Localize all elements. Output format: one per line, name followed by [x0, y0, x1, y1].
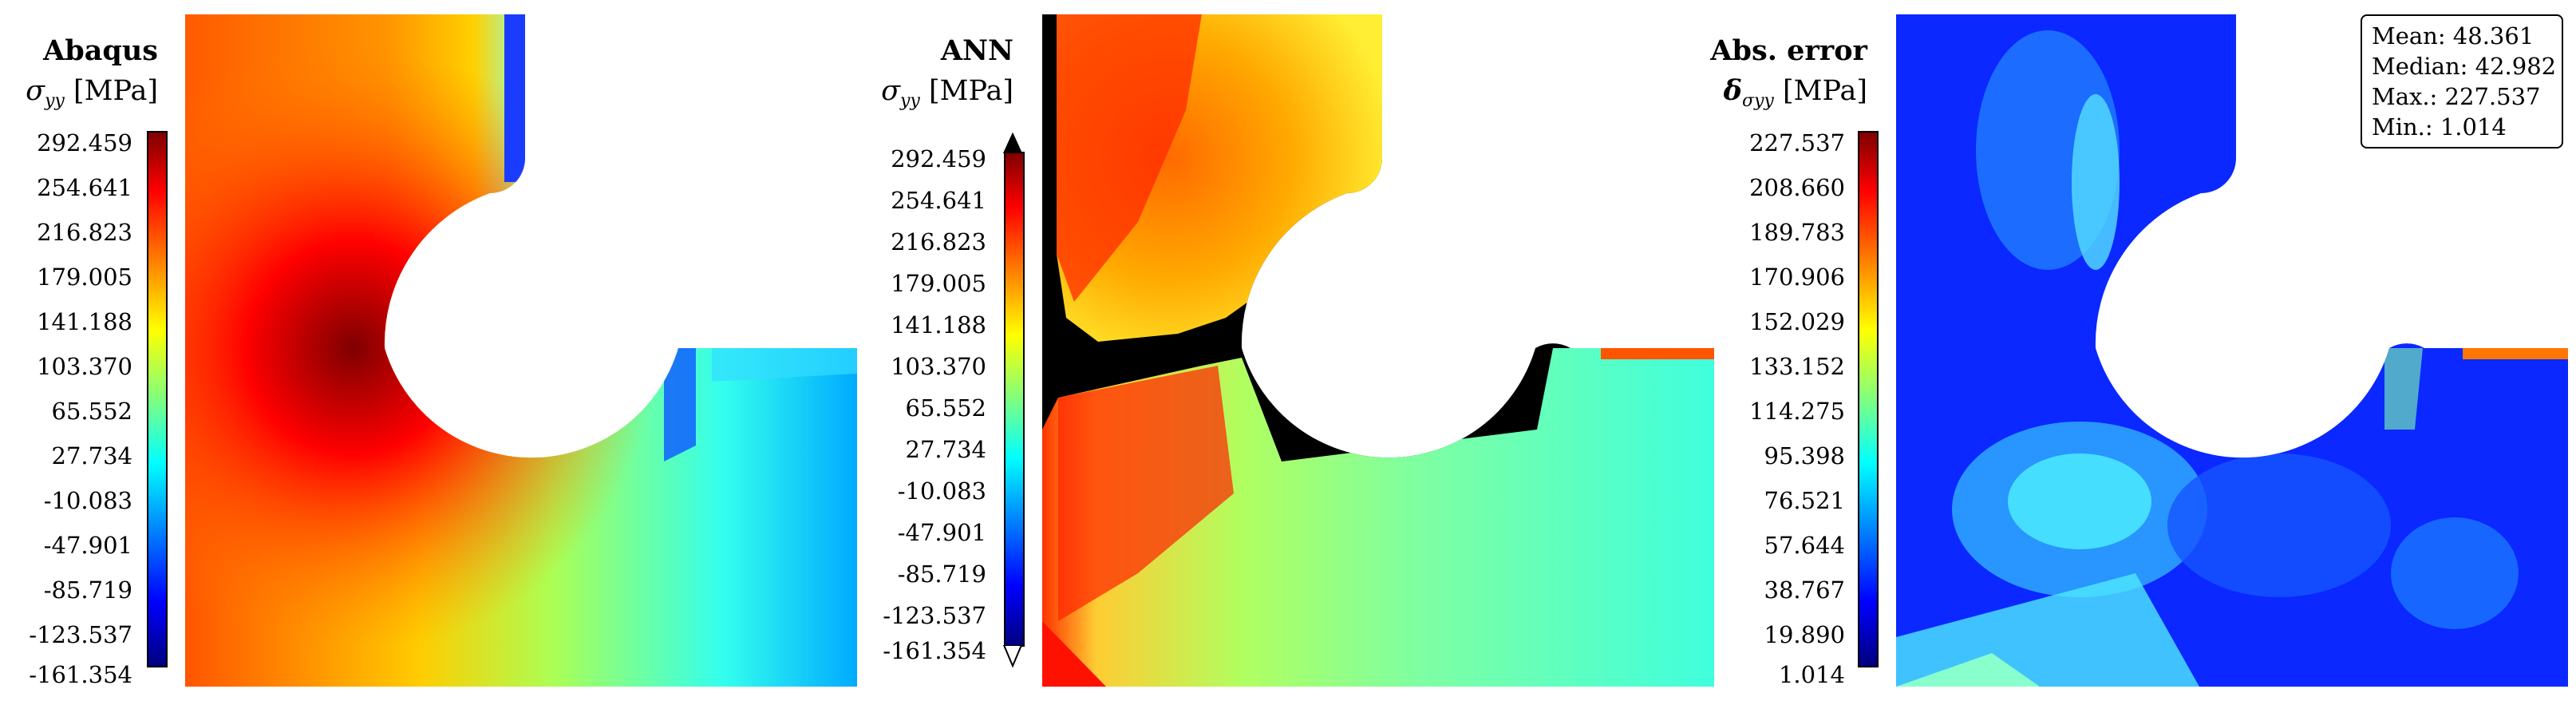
colorbar — [1858, 131, 1879, 667]
stat-mean: Mean: 48.361 — [2372, 22, 2535, 50]
colorbar-label: σyy [MPa] — [862, 73, 1013, 119]
tick-label: 292.459 — [891, 145, 986, 172]
tick-label: 170.906 — [1749, 263, 1845, 291]
tick-label: 103.370 — [37, 353, 132, 380]
tick-label: 76.521 — [1764, 487, 1845, 514]
colorbar-label: σyy [MPa] — [0, 73, 158, 119]
tick-label: 179.005 — [37, 263, 132, 291]
tick-label: -85.719 — [43, 576, 132, 604]
stress-field-plot — [1042, 14, 1714, 687]
unit-label: [MPa] — [929, 75, 1013, 107]
subscript: yy — [900, 91, 920, 111]
error-field-plot — [1896, 14, 2568, 687]
tick-label: 152.029 — [1749, 308, 1845, 335]
tick-label: 254.641 — [37, 174, 132, 201]
tick-label: -123.537 — [883, 602, 986, 629]
tick-label: 65.552 — [51, 398, 132, 425]
tick-label: 133.152 — [1749, 353, 1845, 380]
colorbar-extension-bottom — [1002, 645, 1023, 668]
subscript: yy — [45, 91, 65, 111]
unit-label: [MPa] — [1783, 75, 1867, 107]
panel-ann: ANN σyy [MPa] 292.459 254.641 216.823 17… — [862, 0, 1724, 701]
subscript: σyy — [1741, 91, 1774, 111]
panel-title: ANN — [940, 34, 1013, 67]
panel-abaqus: Abaqus σyy [MPa] 292.459 254.641 216.823… — [0, 0, 862, 701]
tick-label: 179.005 — [891, 270, 986, 297]
tick-label: 216.823 — [37, 219, 132, 246]
tick-label: 227.537 — [1749, 129, 1845, 156]
tick-label: -10.083 — [897, 477, 986, 505]
colorbar — [1004, 152, 1025, 647]
tick-label: -85.719 — [897, 560, 986, 588]
tick-label: -161.354 — [883, 637, 986, 664]
stat-min: Min.: 1.014 — [2372, 113, 2507, 141]
tick-label: 103.370 — [891, 353, 986, 380]
delta-symbol: δ — [1723, 74, 1742, 107]
panel-abs-error: Abs. error δσyy [MPa] 227.537 208.660 18… — [1708, 0, 2576, 701]
tick-label: 57.644 — [1764, 532, 1845, 559]
tick-label: 19.890 — [1764, 621, 1845, 648]
tick-label: 95.398 — [1764, 442, 1845, 469]
tick-label: 114.275 — [1749, 398, 1845, 425]
panel-title: Abs. error — [1710, 34, 1867, 67]
stat-median: Median: 42.982 — [2372, 53, 2557, 80]
tick-label: -161.354 — [29, 661, 132, 688]
stat-max: Max.: 227.537 — [2372, 83, 2541, 110]
colorbar — [147, 131, 168, 667]
tick-label: 141.188 — [37, 308, 132, 335]
tick-label: 27.734 — [905, 436, 986, 463]
panel-title: Abaqus — [43, 34, 158, 67]
tick-label: -10.083 — [43, 487, 132, 514]
tick-label: 1.014 — [1778, 661, 1845, 688]
tick-label: 38.767 — [1764, 576, 1845, 604]
tick-label: 65.552 — [905, 394, 986, 422]
sigma-symbol: σ — [26, 75, 45, 107]
unit-label: [MPa] — [73, 75, 158, 107]
sigma-symbol: σ — [881, 75, 900, 107]
tick-label: -123.537 — [29, 621, 132, 648]
colorbar-extension-top — [1002, 133, 1023, 153]
tick-label: 292.459 — [37, 129, 132, 156]
tick-label: 208.660 — [1749, 174, 1845, 201]
stats-box: Mean: 48.361 Median: 42.982 Max.: 227.53… — [2361, 14, 2563, 149]
colorbar-label: δσyy [MPa] — [1708, 73, 1867, 119]
tick-label: 216.823 — [891, 228, 986, 255]
tick-label: -47.901 — [897, 519, 986, 546]
tick-label: 189.783 — [1749, 219, 1845, 246]
tick-label: -47.901 — [43, 532, 132, 559]
tick-label: 254.641 — [891, 187, 986, 214]
stress-field-plot — [185, 14, 857, 687]
tick-label: 27.734 — [51, 442, 132, 469]
tick-label: 141.188 — [891, 311, 986, 339]
